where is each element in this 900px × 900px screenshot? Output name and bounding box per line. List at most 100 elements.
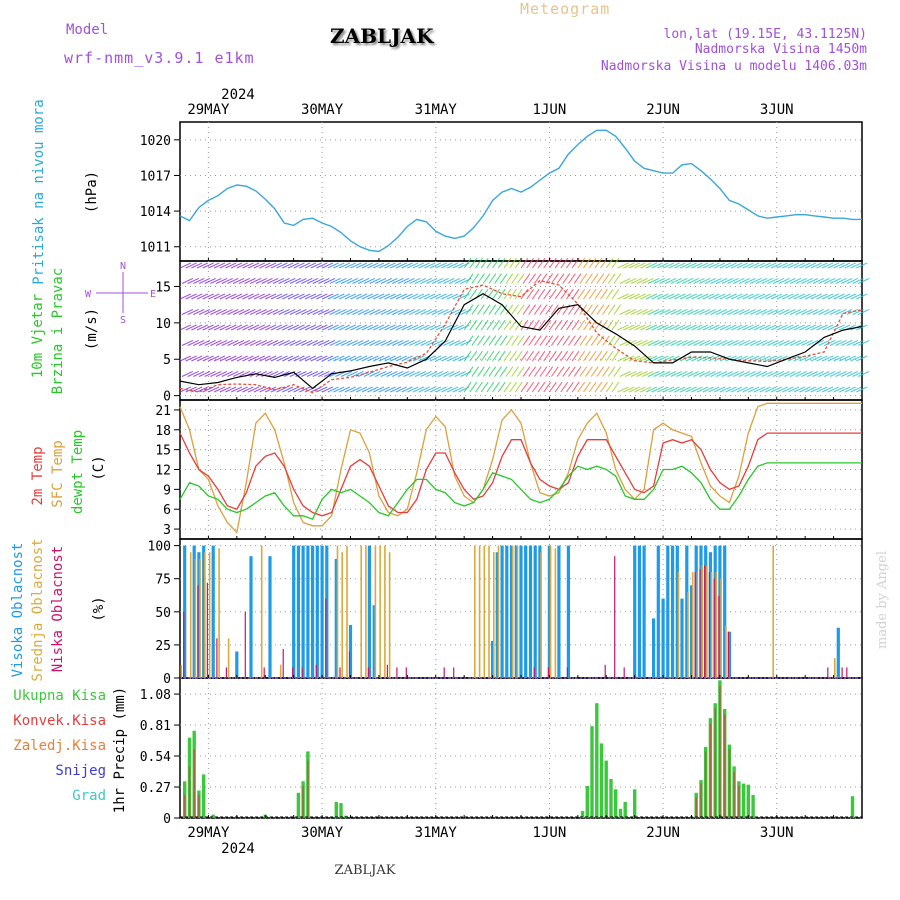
wind-barb: [215, 277, 228, 284]
snow-label: Snijeg: [55, 763, 106, 779]
high-cloud-bar: [268, 556, 272, 678]
precip-conv-bar: [188, 766, 191, 818]
wind-barb: [676, 308, 688, 315]
wind-barb: [549, 350, 557, 362]
wind-barb: [431, 370, 444, 377]
wind-barb: [628, 386, 641, 393]
wind-barb: [465, 273, 474, 284]
wind-barb: [634, 355, 646, 362]
wind-barb: [482, 335, 491, 346]
wind-barb: [338, 324, 351, 331]
wind-barb: [380, 277, 393, 284]
wind-barb: [486, 288, 495, 300]
wind-barb: [645, 293, 658, 300]
wind-barb: [702, 355, 714, 362]
wind-barb: [539, 366, 548, 377]
wind-barb: [841, 370, 853, 377]
wind-barb: [282, 293, 294, 300]
sfc-temp-label: SFC Temp: [50, 440, 66, 507]
wind-barb: [799, 355, 811, 362]
wind-barb: [357, 339, 370, 346]
wind-barb: [323, 277, 336, 284]
wind-barb: [653, 339, 665, 346]
wind-barb: [516, 366, 525, 377]
wind-barb: [784, 308, 796, 315]
wind-barb: [710, 277, 722, 284]
wind-barb: [208, 293, 220, 300]
wind-barb: [755, 277, 768, 284]
low-cloud-label: Niska Oblacnost: [50, 546, 66, 672]
wind-barb: [204, 339, 216, 346]
wind-barb: [403, 370, 415, 377]
wind-barb: [647, 308, 660, 315]
wind-barb: [810, 293, 822, 300]
wind-barb: [679, 293, 692, 300]
wind-barb: [617, 386, 629, 393]
wind-barb: [827, 262, 840, 269]
wind-barb: [698, 277, 711, 284]
wind-barb: [249, 277, 262, 284]
wind-barb: [662, 324, 675, 331]
mid-cloud-bar: [360, 545, 362, 678]
wind-barb: [651, 355, 663, 362]
wind-barb: [492, 319, 500, 331]
wind-barb: [636, 277, 648, 284]
wind-barb: [185, 293, 197, 300]
wind-barb: [492, 257, 500, 269]
wind-barb: [594, 350, 603, 362]
wind-barb: [662, 386, 675, 393]
wind-barb: [299, 355, 311, 362]
wind-barb: [492, 381, 500, 393]
mid-cloud-bar: [715, 572, 718, 678]
high-cloud-bar: [296, 545, 300, 678]
wind-barb: [210, 370, 222, 377]
wind-barb: [511, 366, 519, 377]
wind-barb: [545, 304, 554, 315]
wind-barb: [795, 339, 807, 346]
wind-barb: [778, 339, 790, 346]
wind-barb: [625, 370, 637, 377]
wind-barb: [193, 277, 205, 284]
mid-cloud-bar: [701, 565, 703, 678]
low-cloud-bar: [704, 565, 706, 678]
wind-barb: [640, 386, 652, 393]
wind-barb: [693, 370, 705, 377]
wind-barb: [623, 262, 635, 269]
wind-barb: [731, 293, 743, 300]
wind-barb: [255, 277, 268, 284]
wind-barb: [401, 386, 413, 393]
wind-barb: [738, 370, 751, 377]
wind-barb: [590, 304, 599, 315]
wind-barb: [409, 308, 421, 315]
wind-barb: [770, 355, 783, 362]
wind-barb: [657, 262, 669, 269]
high-cloud-bar: [642, 545, 646, 678]
wind-barb: [613, 366, 622, 377]
wind-barb: [600, 350, 608, 362]
wind-barb: [812, 308, 824, 315]
wind-barb: [664, 308, 677, 315]
wind-barb: [429, 386, 442, 393]
temperature-tick-label: 6: [163, 503, 171, 518]
wind-barb: [454, 370, 466, 377]
wind-barb: [511, 335, 519, 346]
wind-barb: [287, 262, 300, 269]
wind-barb: [306, 277, 319, 284]
wind-barb: [202, 293, 214, 300]
top-day-label: 1JUN: [533, 102, 567, 118]
wind-barb: [511, 273, 519, 284]
wind-barb: [651, 324, 663, 331]
temp2m-line: [179, 432, 862, 517]
wind-barb: [395, 386, 408, 393]
precip-total-bar: [633, 789, 637, 818]
wind-barb: [573, 335, 582, 346]
wind-barb: [784, 339, 796, 346]
wind-barb: [480, 350, 489, 362]
model-elevation-label: Nadmorska Visina u modelu 1406.03m: [601, 59, 867, 74]
wind-barb: [856, 355, 868, 362]
wind-barb: [750, 370, 762, 377]
wind-barb: [765, 293, 777, 300]
wind-barb: [602, 273, 610, 284]
wind-barb: [816, 386, 828, 393]
low-cloud-bar: [282, 648, 284, 678]
